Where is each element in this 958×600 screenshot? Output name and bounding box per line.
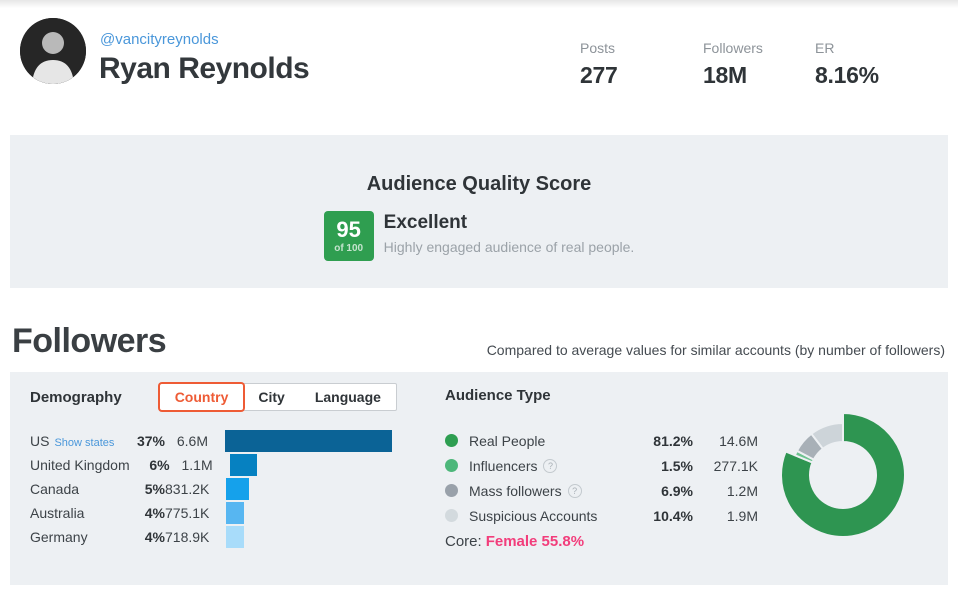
header-stat-followers: Followers 18M [703, 40, 815, 89]
country-label: Australia [30, 505, 85, 521]
header-stat-er: ER 8.16% [815, 40, 910, 89]
audience-type-label: Mass followers [469, 482, 562, 499]
audience-type-legend: Real People 81.2% 14.6M Influencers? 1.5% 277… [445, 428, 758, 528]
country-percent: 6% [149, 457, 170, 473]
top-shadow-strip [0, 0, 958, 8]
aqs-score-badge: 95 of 100 [323, 211, 374, 261]
country-row: United Kingdom 6% 1.1M [30, 454, 430, 476]
country-row: Australia 4% 775.1K [30, 502, 430, 524]
audience-type-label: Influencers [469, 457, 538, 474]
help-icon[interactable]: ? [543, 458, 558, 473]
audience-type-absolute: 1.2M [726, 482, 758, 499]
donut-segment-suspicious-accounts [809, 421, 844, 451]
stat-value: 18M [703, 62, 747, 88]
country-label: Germany [30, 529, 88, 545]
legend-dot-icon [445, 459, 458, 472]
country-percent: 4% [144, 505, 165, 521]
audience-type-percent: 81.2% [653, 432, 693, 449]
audience-type-donut-chart [780, 411, 906, 538]
country-absolute: 831.2K [165, 481, 210, 497]
country-percent: 5% [144, 481, 165, 497]
aqs-score-value: 95 [336, 216, 361, 242]
aqs-description: Highly engaged audience of real people. [383, 239, 635, 255]
profile-handle-link[interactable]: @vancityreynolds [100, 31, 219, 48]
core-value: Female 55.8% [485, 533, 585, 550]
core-audience-line: Core: Female 55.8% [445, 533, 584, 550]
donut-segment-real-people [780, 411, 906, 538]
header-stat-posts: Posts 277 [580, 40, 703, 89]
audience-type-label: Suspicious Accounts [469, 507, 598, 524]
header-stats: Posts 277 Followers 18M ER 8.16% [580, 40, 910, 89]
audience-type-percent: 10.4% [653, 507, 693, 524]
aqs-score-scale: of 100 [334, 242, 364, 254]
show-states-link[interactable]: Show states [54, 437, 115, 449]
avatar-photo-placeholder [20, 18, 86, 84]
tab-country[interactable]: Country [160, 384, 244, 410]
followers-comparison-note: Compared to average values for similar a… [486, 342, 945, 358]
audience-type-absolute: 277.1K [713, 457, 758, 474]
audience-type-row: Influencers? 1.5% 277.1K [445, 453, 758, 478]
country-absolute: 1.1M [181, 457, 213, 473]
profile-name: Ryan Reynolds [99, 52, 310, 85]
audience-type-row: Real People 81.2% 14.6M [445, 428, 758, 453]
audience-type-title: Audience Type [445, 387, 551, 404]
audience-type-label: Real People [469, 432, 546, 449]
country-bar [226, 526, 245, 548]
aqs-title: Audience Quality Score [366, 173, 592, 195]
country-bar-chart: US Show states 37% 6.6M United Kingdom 6% 1.1M… [30, 430, 430, 550]
country-label: Canada [30, 481, 80, 497]
stat-value: 8.16% [815, 62, 879, 88]
audience-type-row: Mass followers? 6.9% 1.2M [445, 478, 758, 503]
audience-quality-score-section: Audience Quality Score 95 of 100 Excelle… [10, 135, 948, 288]
aqs-grade: Excellent [383, 212, 468, 233]
country-row: US Show states 37% 6.6M [30, 430, 430, 452]
demography-label: Demography [30, 388, 122, 406]
country-bar [226, 478, 250, 500]
audience-type-percent: 6.9% [661, 482, 693, 499]
country-absolute: 6.6M [176, 433, 208, 449]
followers-panel: Demography Country City Language US Show st… [10, 372, 948, 585]
tab-city[interactable]: City [258, 389, 285, 405]
audience-type-row: Suspicious Accounts 10.4% 1.9M [445, 503, 758, 528]
legend-dot-icon [445, 509, 458, 522]
help-icon[interactable]: ? [567, 483, 582, 498]
country-label: United Kingdom [30, 457, 130, 473]
legend-dot-icon [445, 434, 458, 447]
country-absolute: 718.9K [165, 529, 210, 545]
legend-dot-icon [445, 484, 458, 497]
tab-language[interactable]: Language [314, 389, 381, 405]
country-row: Canada 5% 831.2K [30, 478, 430, 500]
country-bar [225, 430, 392, 452]
stat-label: Followers [703, 40, 763, 56]
country-absolute: 775.1K [165, 505, 210, 521]
core-label: Core: [445, 533, 482, 550]
country-label: US Show states [30, 433, 115, 449]
avatar [20, 18, 86, 84]
country-percent: 37% [136, 433, 165, 449]
audience-type-absolute: 14.6M [719, 432, 758, 449]
stat-label: ER [815, 40, 835, 56]
country-bar [226, 502, 245, 524]
demography-tab-group: Country City Language [158, 383, 397, 411]
audience-type-absolute: 1.9M [726, 507, 758, 524]
audience-type-percent: 1.5% [661, 457, 693, 474]
country-percent: 4% [144, 529, 165, 545]
stat-value: 277 [580, 62, 618, 88]
country-bar [229, 454, 257, 476]
stat-label: Posts [580, 40, 616, 56]
country-row: Germany 4% 718.9K [30, 526, 430, 548]
followers-section-title: Followers [12, 322, 167, 360]
